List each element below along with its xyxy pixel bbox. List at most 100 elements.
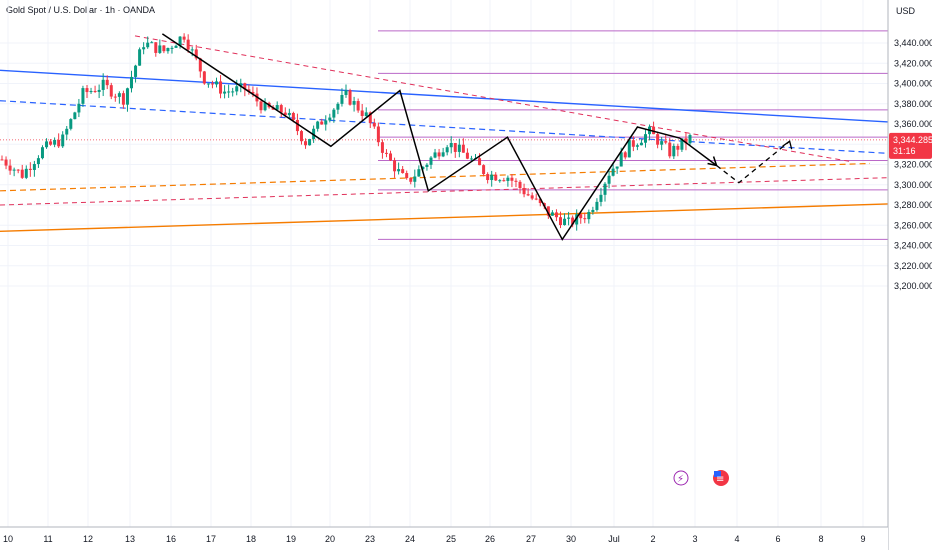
candle-body: [65, 128, 69, 135]
price-tick-label: 3,200.000: [894, 281, 932, 291]
candle-body: [486, 174, 490, 181]
candle-body: [546, 206, 550, 216]
candle-body: [595, 201, 599, 210]
candle-body: [599, 194, 603, 202]
candle-body: [356, 101, 360, 111]
candle-body: [45, 141, 49, 148]
svg-text:≡: ≡: [716, 474, 724, 485]
time-axis-labels: 10 11 12 13 16 17 18 19 20 23 24 25 26 27 30 Jul 2 3 4 6 8 9: [3, 534, 866, 544]
elliott-wave-line: [161, 33, 681, 241]
candle-body: [478, 158, 482, 166]
candle-body: [134, 65, 138, 77]
candle-body: [680, 138, 684, 150]
price-axis-bg[interactable]: [888, 0, 932, 550]
candle-body: [482, 165, 486, 175]
candle-body: [352, 101, 356, 105]
candle-body: [587, 212, 591, 220]
candle-body: [93, 90, 97, 92]
candle-body: [105, 79, 109, 86]
candle-body: [186, 39, 190, 50]
candle-body: [320, 121, 324, 125]
candle-body: [202, 71, 206, 84]
candle-body: [563, 218, 567, 226]
candle-body: [36, 158, 40, 165]
candle-body: [235, 86, 239, 92]
currency-label: USD: [896, 6, 916, 16]
candle-body: [227, 91, 231, 93]
candle-body: [101, 79, 105, 90]
candle-countdown: 31:16: [893, 146, 916, 156]
candle-body: [81, 88, 85, 104]
candle-body: [8, 165, 12, 171]
candle-body: [376, 126, 380, 143]
candle-body: [190, 49, 194, 51]
candle-body: [20, 169, 24, 178]
candle-body: [174, 45, 178, 48]
candle-body: [146, 42, 150, 48]
candle-body: [24, 168, 28, 178]
time-tick-label: 25: [446, 534, 456, 544]
event-icons: ⚡ ≡: [673, 470, 729, 486]
candle-body: [530, 195, 534, 199]
candle-body: [49, 141, 53, 145]
candle-body: [445, 147, 449, 153]
candle-body: [668, 142, 672, 157]
time-axis-bg[interactable]: [0, 527, 888, 550]
candle-body: [178, 36, 182, 46]
time-tick-label: 12: [83, 534, 93, 544]
candle-body: [607, 175, 611, 184]
time-tick-label: 3: [692, 534, 697, 544]
candle-body: [304, 141, 308, 146]
candle-body: [639, 142, 643, 146]
time-tick-label: 2: [650, 534, 655, 544]
candle-body: [263, 102, 267, 111]
current-price-tag: 3,344.285 31:16: [889, 132, 932, 159]
time-tick-label: 27: [526, 534, 536, 544]
candle-body: [170, 47, 174, 49]
candle-body: [518, 181, 522, 189]
time-tick-label: Jul: [608, 534, 620, 544]
candle-body: [198, 58, 202, 72]
candle-body: [575, 214, 579, 225]
candle-body: [360, 110, 364, 116]
candle-body: [397, 169, 401, 172]
candle-body: [441, 152, 445, 157]
candle-body: [121, 93, 125, 105]
orange-support-line: [0, 203, 889, 233]
candle-body: [643, 134, 647, 143]
candle-body: [526, 194, 530, 196]
arrow-head-down: [707, 156, 718, 167]
candle-body: [583, 218, 587, 220]
candle-body: [490, 174, 494, 181]
us-flag-icon: ≡: [713, 470, 729, 486]
candle-body: [571, 217, 575, 225]
candle-body: [239, 83, 243, 87]
candle-body: [534, 198, 538, 200]
trend-lines: [0, 35, 889, 233]
time-tick-label: 26: [485, 534, 495, 544]
candle-body: [567, 217, 571, 219]
candle-body: [336, 103, 340, 110]
candle-body: [494, 174, 498, 181]
time-tick-label: 30: [566, 534, 576, 544]
candle-body: [223, 91, 227, 94]
candle-body: [275, 105, 279, 110]
blue-resistance-line: [0, 69, 889, 123]
candle-body: [502, 180, 506, 182]
candle-body: [113, 96, 117, 98]
candle-body: [437, 152, 441, 157]
blue-dashed-line: [0, 100, 889, 154]
candle-body: [413, 176, 417, 182]
candle-body: [279, 105, 283, 113]
candle-body: [579, 214, 583, 219]
candle-body: [251, 91, 255, 94]
candle-body: [291, 112, 295, 120]
price-tick-label: 3,220.000: [894, 261, 932, 271]
projection-down-line: [679, 137, 718, 167]
candle-body: [295, 119, 299, 132]
wave-lines: [161, 33, 793, 241]
pink-dashed-channel-line: [0, 177, 889, 206]
candle-body: [409, 178, 413, 182]
candle-body: [219, 81, 223, 94]
